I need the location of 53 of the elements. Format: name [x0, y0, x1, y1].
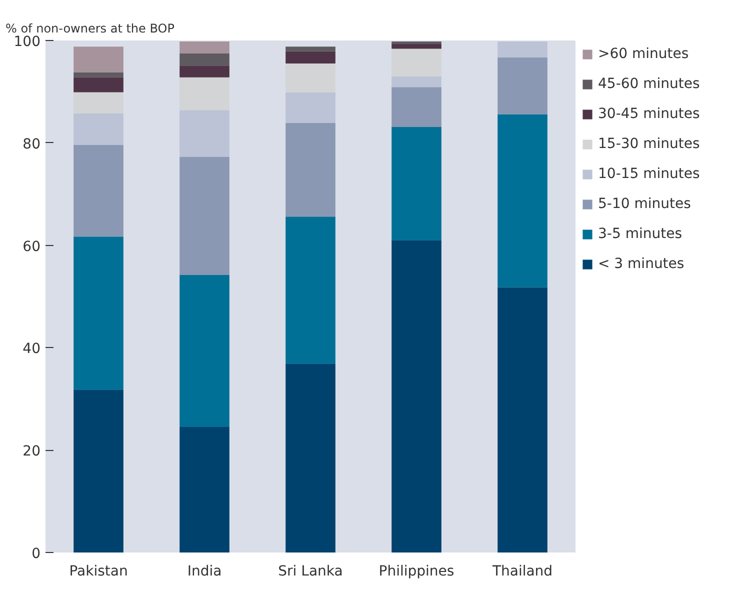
bar	[392, 127, 442, 240]
legend-label: 3-5 minutes	[598, 226, 682, 242]
legend-label: 10-15 minutes	[598, 166, 700, 182]
bar	[286, 364, 336, 552]
bar	[286, 92, 336, 123]
legend-label: >60 minutes	[598, 46, 689, 62]
bar	[392, 87, 442, 128]
bar	[180, 77, 230, 110]
bar	[498, 114, 548, 288]
bar	[392, 44, 442, 49]
bar	[74, 46, 124, 72]
bar	[180, 110, 230, 157]
y-tick-label: 100	[14, 34, 41, 50]
bar	[74, 92, 124, 114]
y-tick-label: 60	[22, 238, 41, 255]
bar	[392, 76, 442, 88]
bar	[286, 122, 336, 217]
bar	[286, 64, 336, 92]
bar	[498, 42, 548, 58]
x-tick-label: Philippines	[378, 564, 454, 580]
bar	[498, 287, 548, 552]
legend-label: < 3 minutes	[598, 256, 684, 272]
y-tick-label: 40	[22, 341, 41, 358]
bar	[286, 216, 336, 364]
x-tick-label: India	[187, 564, 222, 580]
bar	[180, 66, 230, 78]
legend-label: 15-30 minutes	[598, 136, 700, 152]
y-tick-label: 0	[32, 546, 41, 562]
bar	[74, 236, 124, 390]
y-axis-title: % of non-owners at the BOP	[6, 22, 174, 36]
bar	[180, 274, 230, 428]
bar	[498, 57, 548, 114]
legend-label: 5-10 minutes	[598, 196, 691, 212]
bar	[180, 42, 230, 54]
x-tick-label: Thailand	[491, 564, 553, 580]
legend-label: 30-45 minutes	[598, 106, 700, 122]
legend-label: 45-60 minutes	[598, 76, 700, 92]
bar	[180, 427, 230, 552]
bar	[180, 53, 230, 66]
x-tick-label: Sri Lanka	[278, 564, 343, 580]
y-tick-label: 20	[22, 444, 41, 460]
bar	[74, 390, 124, 552]
bar	[286, 51, 336, 64]
bar	[392, 240, 442, 552]
bar	[74, 77, 124, 92]
bar	[392, 48, 442, 76]
y-tick-label: 80	[22, 136, 41, 152]
bar	[74, 144, 124, 237]
bar	[286, 46, 336, 52]
bar	[180, 156, 230, 275]
x-tick-label: Pakistan	[69, 564, 128, 580]
bar	[74, 72, 124, 78]
bar	[74, 113, 124, 145]
